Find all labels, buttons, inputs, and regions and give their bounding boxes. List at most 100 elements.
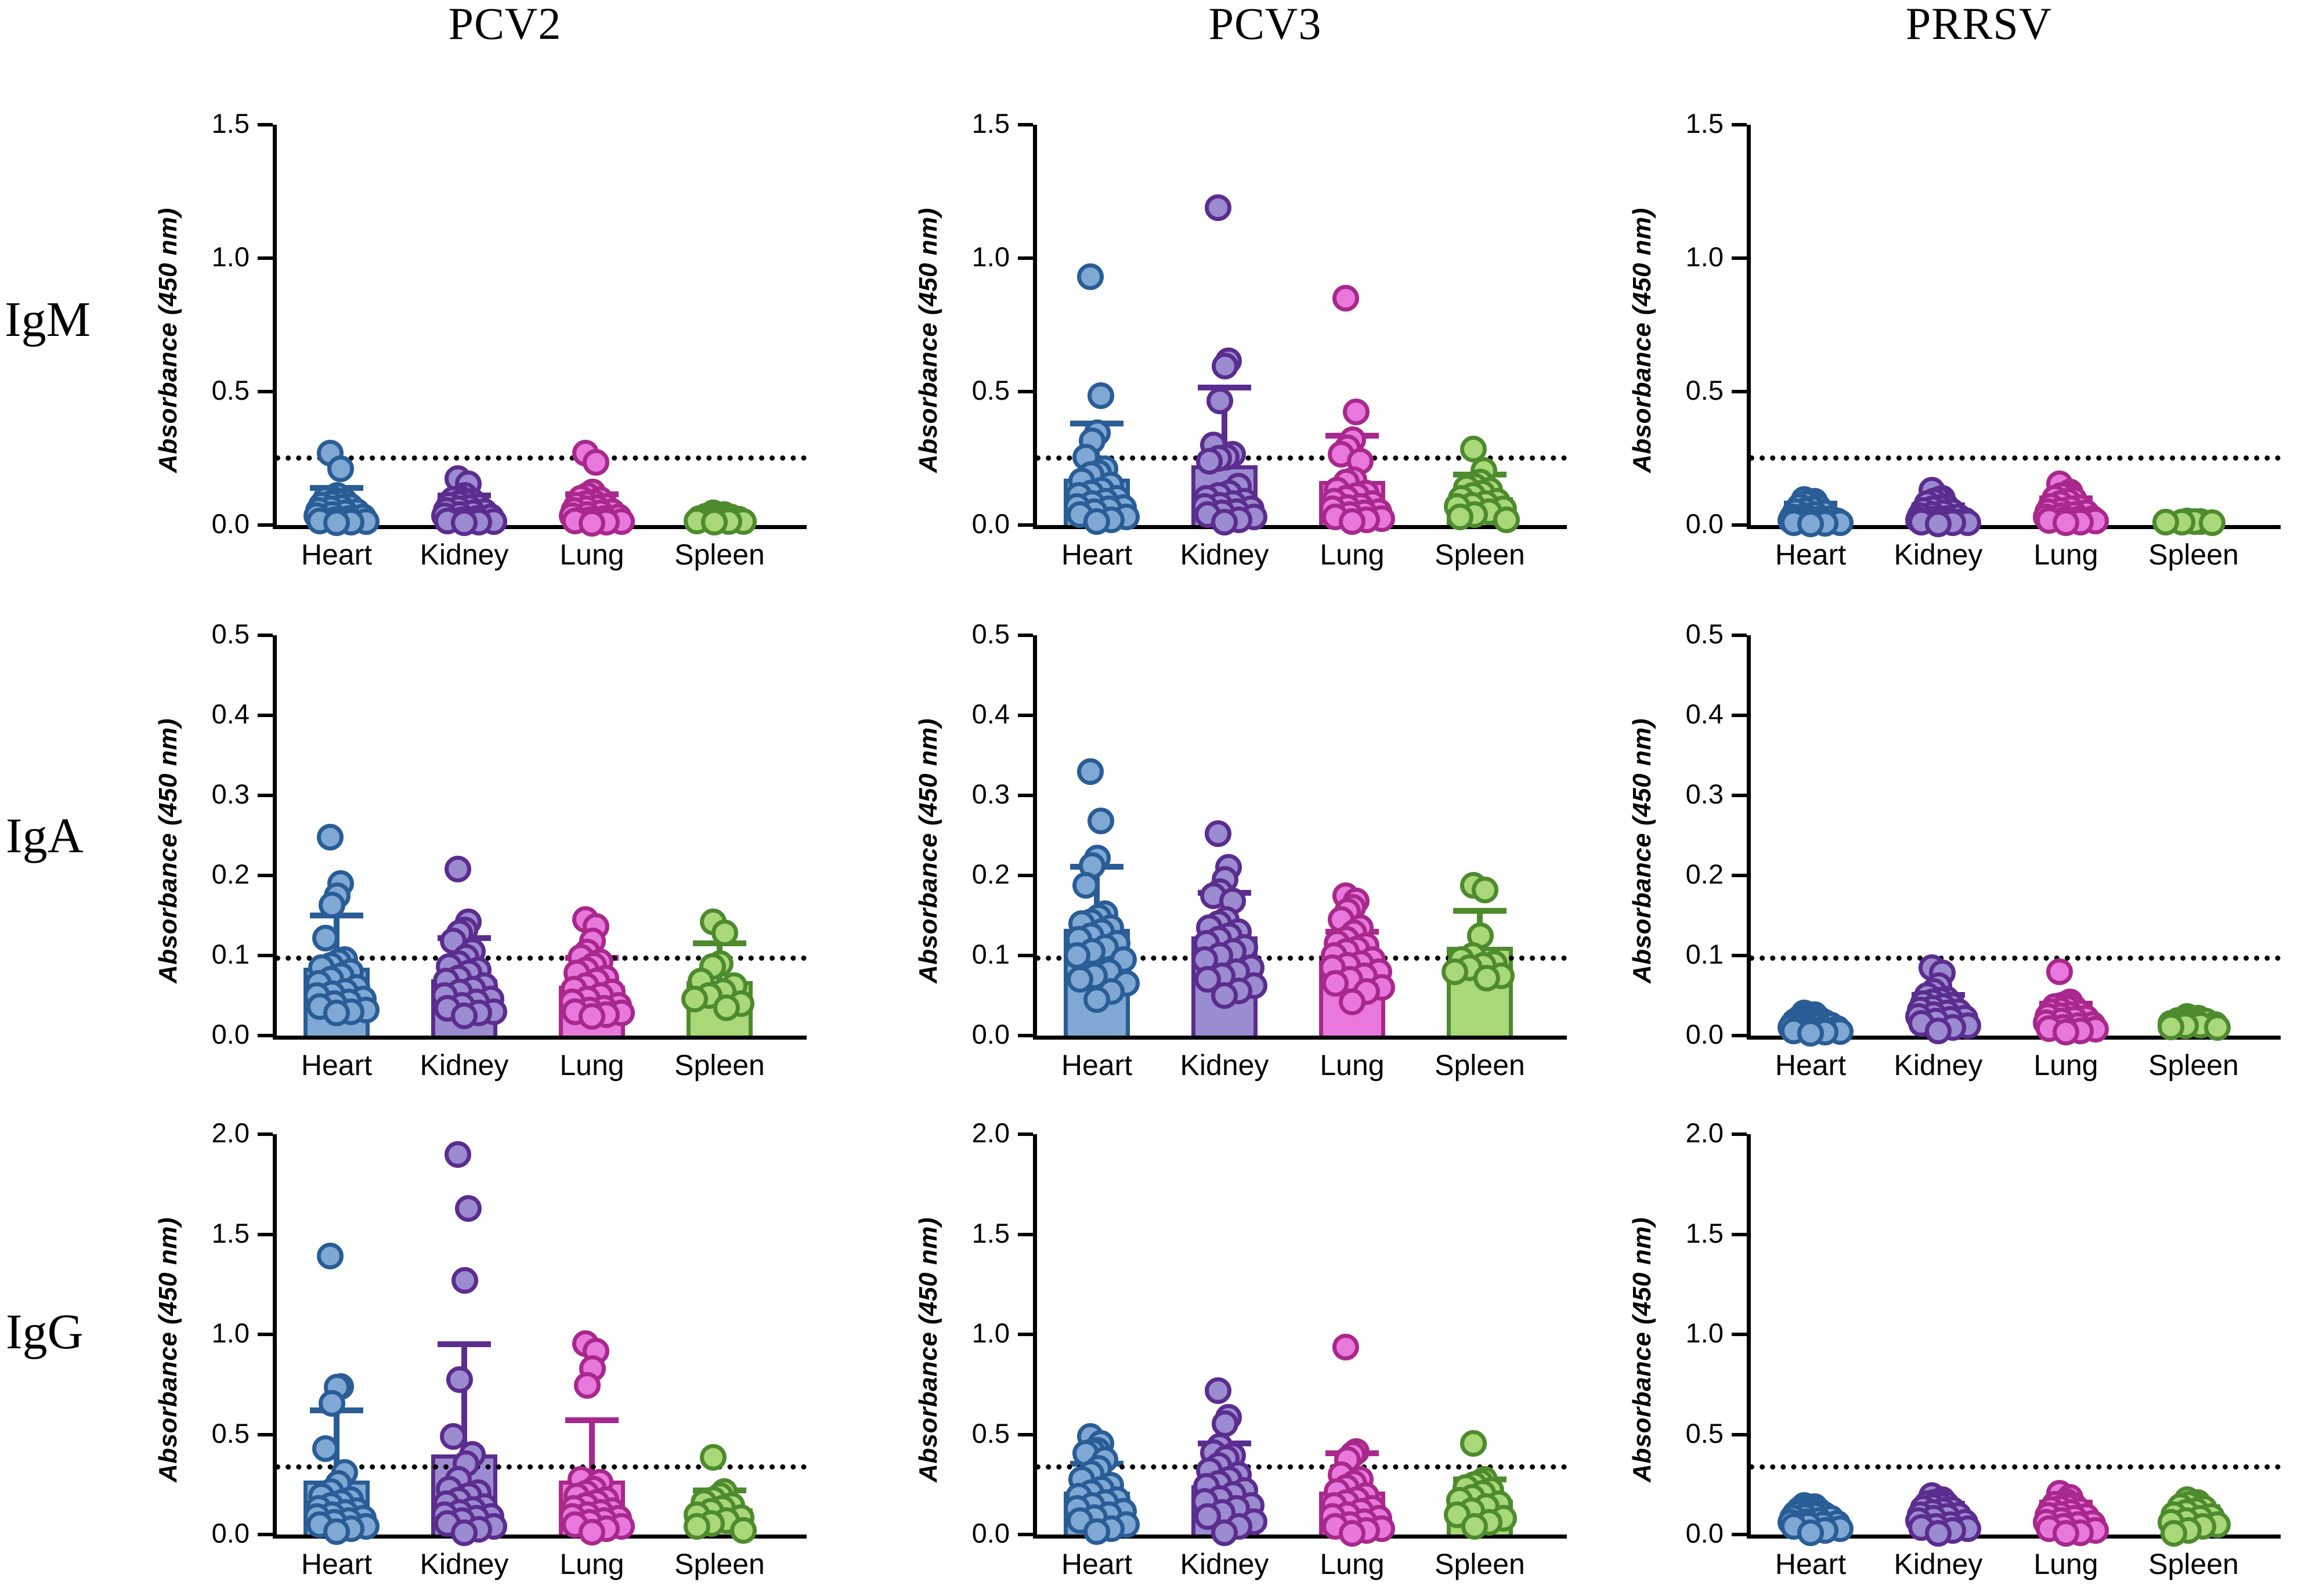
data-point xyxy=(1083,508,1111,535)
y-axis xyxy=(1747,1134,1751,1538)
x-category-label-spleen: Spleen xyxy=(674,538,765,571)
x-axis xyxy=(273,1036,807,1040)
x-category-label-kidney: Kidney xyxy=(1180,1548,1269,1580)
data-point xyxy=(2158,1013,2185,1040)
data-point xyxy=(2053,509,2080,537)
column-title-pcv2: PCV2 xyxy=(448,0,562,49)
data-point xyxy=(1339,508,1366,535)
data-point xyxy=(701,509,728,536)
data-point xyxy=(1925,1520,1952,1547)
y-tick-label: 0.5 xyxy=(971,618,1010,649)
y-tick-label: 0.3 xyxy=(971,779,1010,809)
data-point xyxy=(1441,958,1468,985)
y-tick xyxy=(258,1432,273,1436)
data-point xyxy=(1446,504,1473,531)
x-axis xyxy=(1747,1036,2281,1040)
data-point xyxy=(2204,1014,2231,1041)
x-category-label-spleen: Spleen xyxy=(674,1548,765,1580)
data-point xyxy=(1063,942,1090,969)
x-category-label-kidney: Kidney xyxy=(1180,538,1269,571)
data-point xyxy=(319,892,345,919)
y-tick xyxy=(258,794,273,797)
row-label-igg: IgG xyxy=(6,1304,84,1359)
data-point xyxy=(2053,1019,2080,1046)
y-tick-label: 0.4 xyxy=(211,699,250,729)
x-category-label-heart: Heart xyxy=(301,538,373,571)
x-category-label-heart: Heart xyxy=(1061,1049,1133,1081)
data-point xyxy=(451,1002,478,1029)
data-point xyxy=(1925,510,1952,537)
data-point xyxy=(579,1003,606,1030)
x-category-label-lung: Lung xyxy=(2033,1049,2098,1081)
data-point xyxy=(446,1366,473,1393)
y-tick-label: 0.2 xyxy=(1685,859,1724,889)
data-point xyxy=(2053,1520,2080,1547)
data-point xyxy=(1206,388,1233,415)
data-point xyxy=(730,1517,757,1544)
x-category-label-kidney: Kidney xyxy=(420,1049,509,1081)
y-tick-label: 0.0 xyxy=(971,508,1010,539)
data-point xyxy=(1493,506,1520,533)
x-category-label-heart: Heart xyxy=(1775,538,1847,571)
data-point xyxy=(711,920,738,947)
y-tick xyxy=(258,1232,273,1236)
data-point xyxy=(1205,1377,1232,1404)
y-tick-label: 0.1 xyxy=(971,939,1010,969)
data-point xyxy=(319,1390,345,1417)
y-axis xyxy=(273,125,277,529)
data-point xyxy=(2160,1520,2187,1547)
data-point xyxy=(2199,509,2226,537)
y-tick xyxy=(258,390,273,393)
y-tick xyxy=(258,1034,273,1037)
data-point xyxy=(451,509,478,537)
y-tick-label: 0.5 xyxy=(211,375,250,406)
error-bar-cap xyxy=(565,1417,619,1424)
y-tick xyxy=(1732,1232,1747,1236)
y-tick xyxy=(1018,1132,1033,1136)
data-point xyxy=(1211,353,1238,380)
y-tick xyxy=(258,523,273,527)
data-point xyxy=(454,1195,482,1222)
y-axis xyxy=(1033,125,1037,529)
y-tick-label: 1.5 xyxy=(971,1217,1010,1248)
data-point xyxy=(1471,876,1498,903)
data-point xyxy=(1083,1518,1111,1545)
x-category-label-kidney: Kidney xyxy=(1894,1049,1983,1081)
y-tick xyxy=(1018,1232,1033,1236)
x-category-label-heart: Heart xyxy=(1061,538,1133,571)
data-point xyxy=(1473,964,1500,991)
y-tick xyxy=(258,256,273,260)
data-point xyxy=(1205,820,1232,848)
y-tick xyxy=(258,954,273,957)
column-title-prrsv: PRRSV xyxy=(1905,0,2053,49)
y-tick xyxy=(1732,390,1747,393)
data-point xyxy=(2046,958,2073,985)
y-axis xyxy=(1033,1134,1037,1538)
error-bar-cap xyxy=(1453,907,1506,914)
data-point xyxy=(451,1519,478,1546)
y-tick-label: 1.5 xyxy=(1685,1217,1724,1248)
data-point xyxy=(1205,194,1232,221)
y-tick xyxy=(258,123,273,126)
y-tick-label: 1.0 xyxy=(971,241,1010,272)
y-tick-label: 0.5 xyxy=(211,1417,250,1449)
y-tick-label: 1.5 xyxy=(211,108,250,139)
y-tick-label: 0.0 xyxy=(211,1019,250,1049)
data-point xyxy=(445,855,472,882)
y-tick-label: 0.0 xyxy=(1685,1518,1724,1548)
data-point xyxy=(327,455,354,483)
cutoff-line xyxy=(1035,455,1567,461)
x-category-label-spleen: Spleen xyxy=(674,1049,765,1081)
x-category-label-spleen: Spleen xyxy=(2148,1049,2239,1081)
y-tick-label: 0.5 xyxy=(971,375,1010,406)
y-tick xyxy=(1732,1533,1747,1536)
data-point xyxy=(1342,398,1370,425)
y-tick-label: 1.0 xyxy=(211,241,250,272)
data-point xyxy=(1461,1513,1489,1540)
x-category-label-spleen: Spleen xyxy=(1435,538,1525,571)
cutoff-line xyxy=(1035,956,1567,961)
